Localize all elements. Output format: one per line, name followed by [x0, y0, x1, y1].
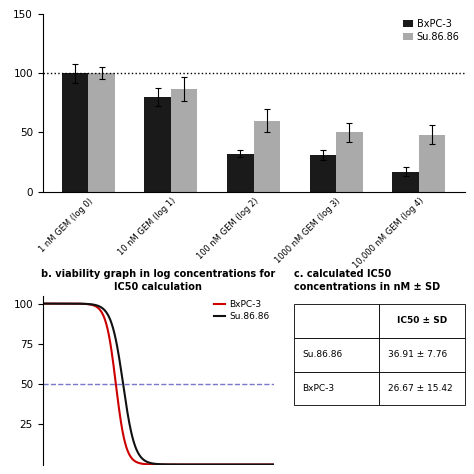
Line: BxPC-3: BxPC-3 [43, 304, 273, 465]
Su.86.86 [40, 301, 46, 307]
BxPC-3 [229, 462, 235, 467]
Bar [145, 97, 171, 191]
Legend: BxPC-3, Su.86.86: BxPC-3, Su.86.86 [403, 19, 460, 42]
Bar [336, 133, 363, 191]
Legend: BxPC-3, Su.86.86: BxPC-3, Su.86.86 [214, 300, 269, 321]
BxPC-3 [165, 462, 171, 467]
Bar [88, 73, 115, 191]
BxPC-3 [151, 462, 156, 467]
Su.86.86 [271, 462, 276, 467]
Bar [392, 172, 419, 191]
Bar [254, 121, 280, 191]
BxPC-3 [271, 462, 276, 467]
BxPC-3 [177, 462, 183, 467]
Title: b. viability graph in log concentrations for
IC50 calculation: b. viability graph in log concentrations… [41, 269, 275, 292]
Bar [310, 155, 336, 191]
Su.86.86 [149, 461, 155, 466]
Bar [62, 73, 88, 191]
BxPC-3 [265, 462, 271, 467]
Su.86.86 [151, 461, 156, 466]
Su.86.86 [177, 462, 183, 467]
Line: Su.86.86: Su.86.86 [43, 304, 273, 465]
Text: c. calculated IC50
concentrations in nM ± SD: c. calculated IC50 concentrations in nM … [294, 269, 440, 292]
Su.86.86 [229, 462, 235, 467]
Su.86.86 [265, 462, 271, 467]
BxPC-3 [149, 462, 155, 467]
Bar [419, 135, 446, 191]
Su.86.86 [165, 462, 171, 467]
Bar [227, 154, 254, 191]
Bar [171, 89, 197, 191]
BxPC-3 [40, 301, 46, 307]
